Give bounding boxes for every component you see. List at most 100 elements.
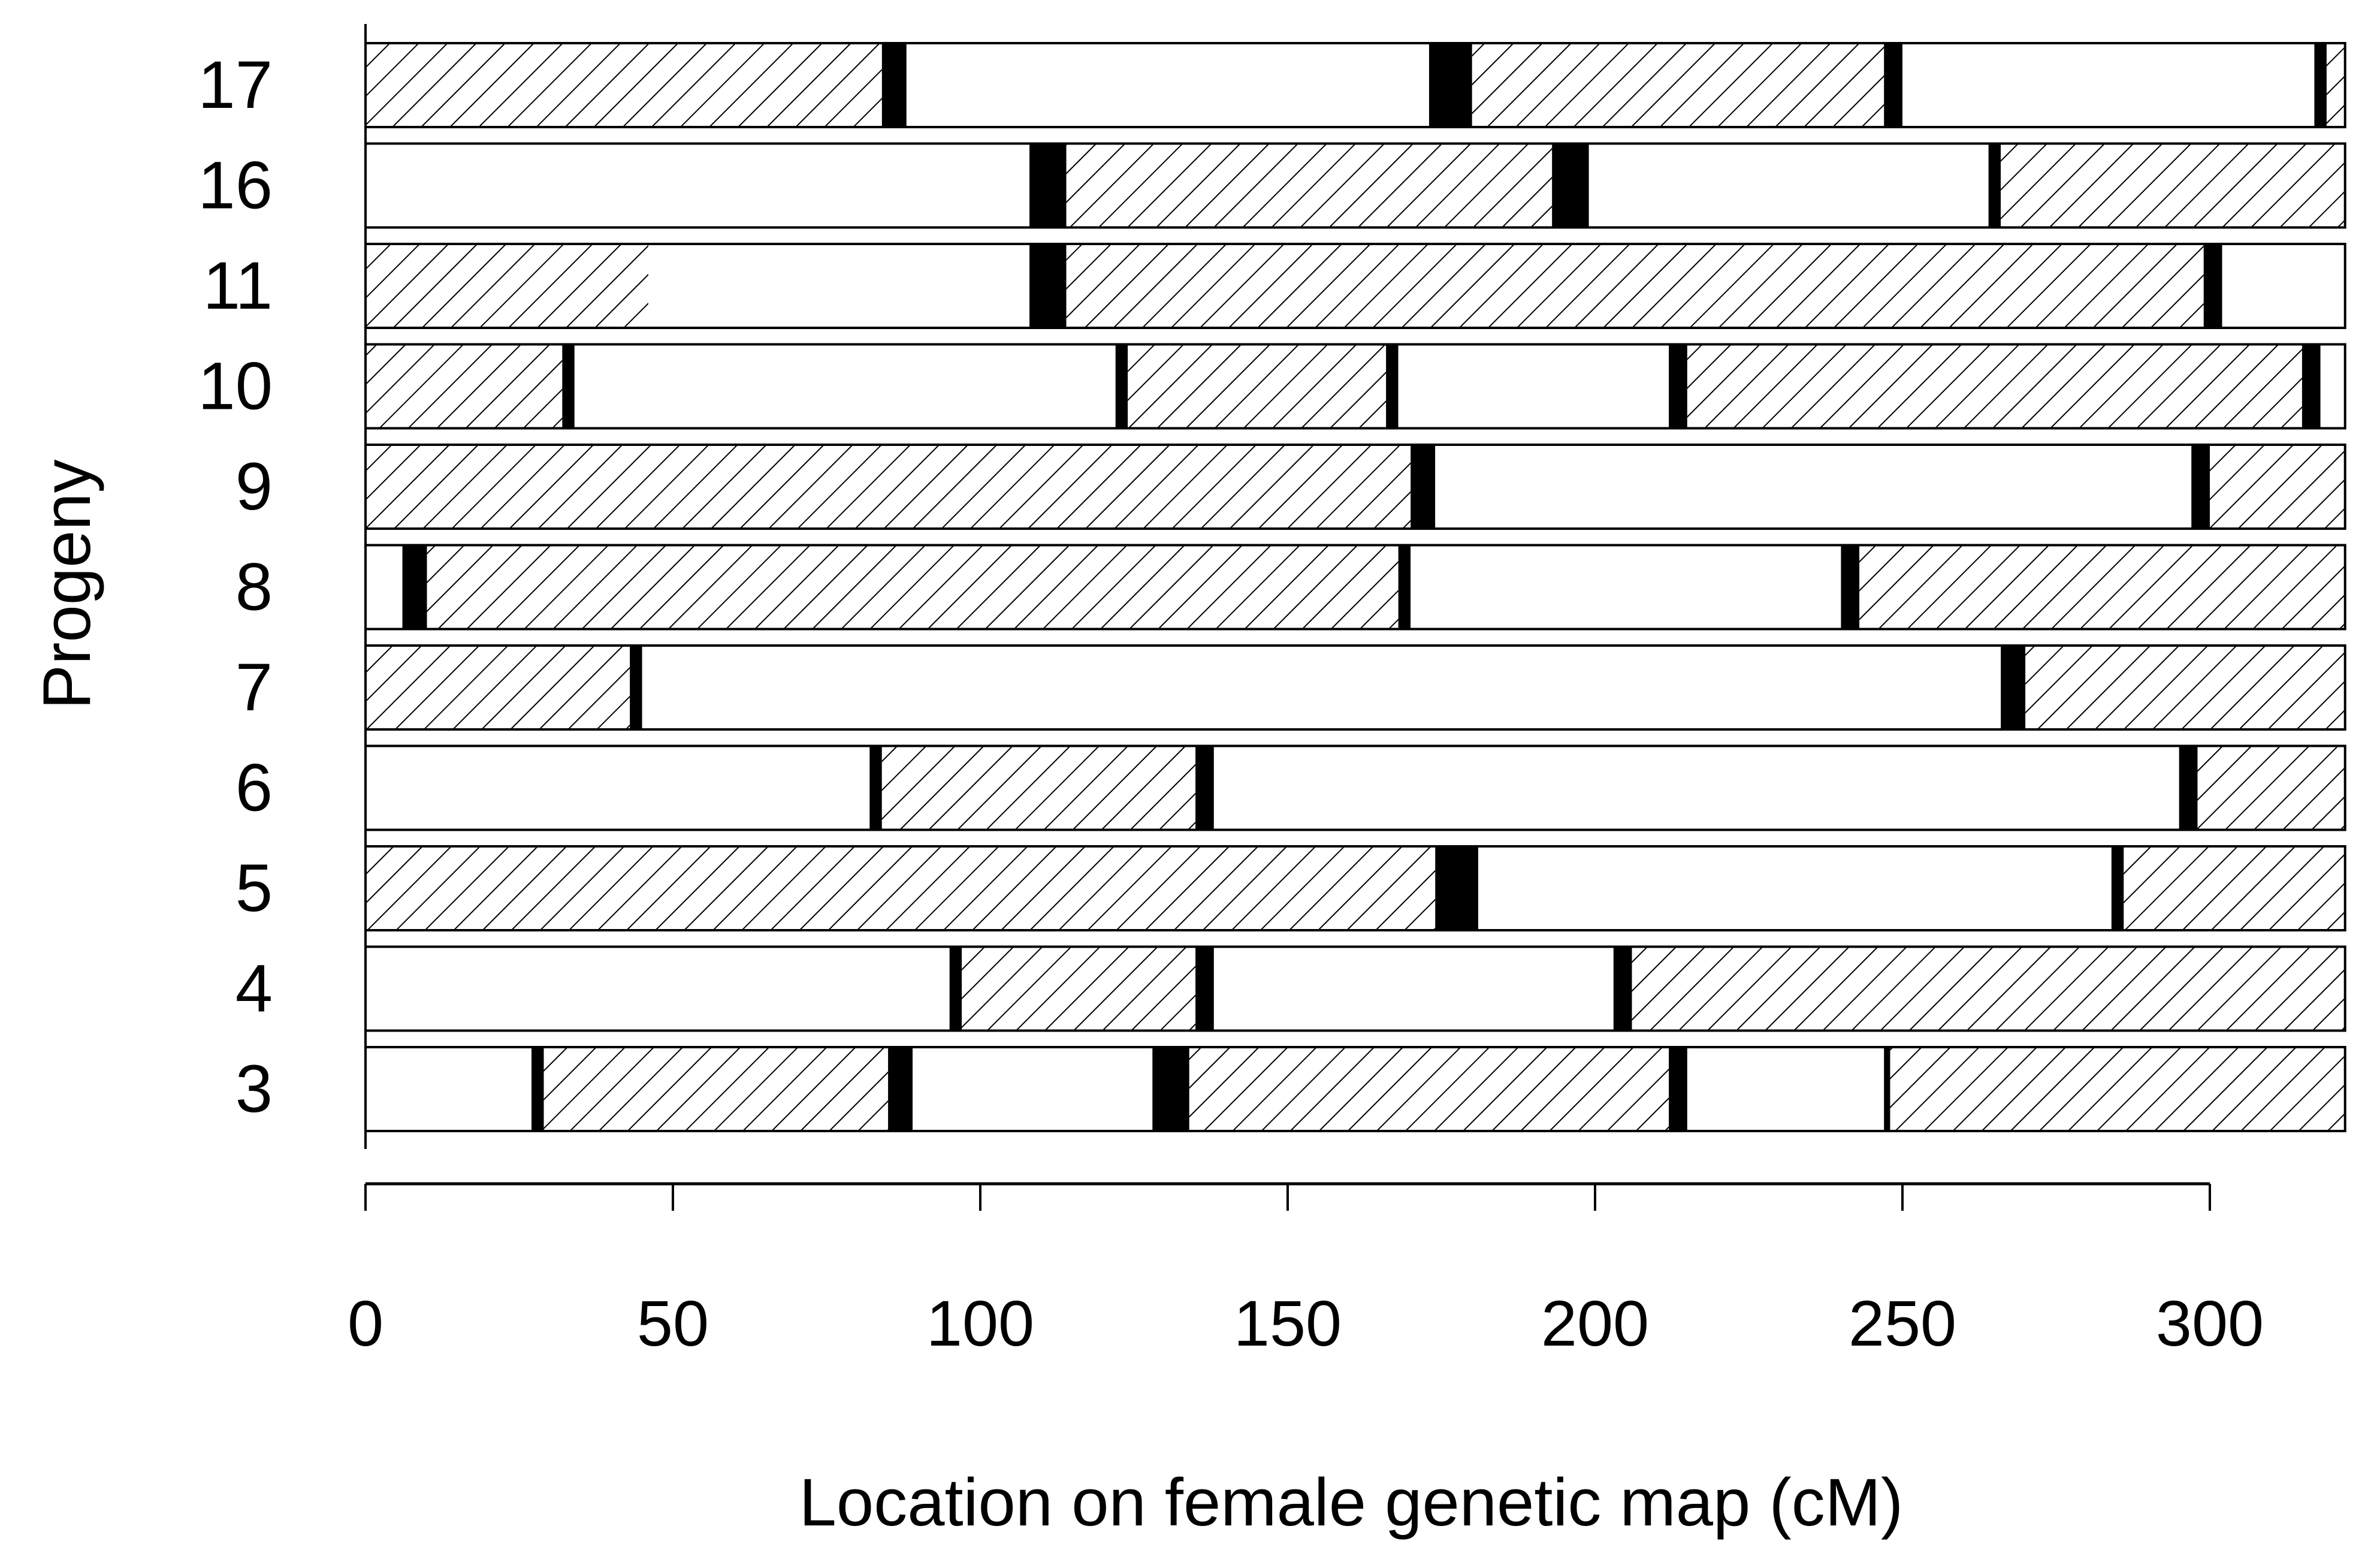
segment-crossover xyxy=(1411,445,1436,529)
segment-hatched xyxy=(1189,1047,1669,1131)
segment-hatched xyxy=(1890,1047,2345,1131)
segment-crossover xyxy=(1195,746,1214,830)
segment-crossover xyxy=(2001,646,2026,729)
segment-crossover xyxy=(1029,244,1067,328)
segment-crossover xyxy=(949,946,962,1031)
segment-hatched xyxy=(1128,344,1387,429)
row-label: 17 xyxy=(198,47,273,122)
segment-open xyxy=(1902,43,2315,127)
row-label: 11 xyxy=(203,248,273,323)
segment-open xyxy=(2222,244,2345,328)
segment-open xyxy=(574,344,1116,429)
segment-crossover xyxy=(402,545,427,629)
progeny-row-4 xyxy=(364,945,2346,1032)
segment-hatched xyxy=(366,344,563,429)
segment-hatched xyxy=(2124,846,2345,930)
x-tick-label: 100 xyxy=(926,1287,1034,1359)
segment-open xyxy=(366,545,403,629)
x-tick-label: 300 xyxy=(2156,1287,2264,1359)
segment-open xyxy=(1588,143,1989,228)
segment-open xyxy=(1398,344,1669,429)
progeny-row-16 xyxy=(364,142,2346,229)
segment-hatched xyxy=(427,545,1399,629)
segment-hatched xyxy=(1472,43,1884,127)
segment-crossover xyxy=(630,646,642,729)
row-label: 3 xyxy=(235,1051,273,1126)
segment-crossover xyxy=(881,43,907,127)
segment-crossover xyxy=(2203,244,2222,328)
segment-crossover xyxy=(1386,344,1399,429)
segment-crossover xyxy=(1988,143,2001,228)
progeny-row-5 xyxy=(364,845,2346,931)
segment-crossover xyxy=(1884,43,1902,127)
segment-open xyxy=(1411,545,1841,629)
segment-hatched xyxy=(366,646,630,729)
segment-crossover xyxy=(1398,545,1411,629)
segment-crossover xyxy=(562,344,575,429)
segment-open xyxy=(1213,746,2179,830)
segment-crossover xyxy=(1884,1047,1890,1131)
segment-hatched xyxy=(2001,143,2345,228)
row-label: 5 xyxy=(235,851,273,925)
progeny-row-10 xyxy=(364,343,2346,430)
progeny-row-8 xyxy=(364,544,2346,631)
segment-hatched xyxy=(1687,344,2302,429)
x-axis-title: Location on female genetic map (cM) xyxy=(799,1465,1904,1540)
chart-bars xyxy=(364,42,2346,1132)
segment-crossover xyxy=(2191,445,2210,529)
progeny-row-9 xyxy=(364,444,2346,530)
segment-hatched xyxy=(962,946,1196,1031)
segment-crossover xyxy=(2314,43,2327,127)
segment-hatched xyxy=(1632,946,2345,1031)
row-label: 8 xyxy=(235,550,273,625)
segment-open xyxy=(1435,445,2192,529)
progeny-row-11 xyxy=(364,243,2346,329)
segment-hatched xyxy=(2197,746,2345,830)
segment-crossover xyxy=(2111,846,2124,930)
segment-open xyxy=(1478,846,2112,930)
segment-open xyxy=(366,946,950,1031)
segment-crossover xyxy=(1613,946,1632,1031)
segment-crossover xyxy=(1669,344,1687,429)
segment-crossover xyxy=(869,746,882,830)
segment-hatched xyxy=(366,244,648,328)
segment-hatched xyxy=(2326,43,2345,127)
x-tick-label: 150 xyxy=(1234,1287,1342,1359)
segment-crossover xyxy=(1152,1047,1189,1131)
row-label: 4 xyxy=(235,951,273,1026)
row-label: 10 xyxy=(198,349,273,424)
segment-open xyxy=(366,143,1030,228)
segment-crossover xyxy=(531,1047,544,1131)
row-labels: 17 16 11 10 9 8 7 6 5 4 3 xyxy=(198,47,273,1126)
segment-crossover xyxy=(1029,143,1067,228)
x-tick-label: 200 xyxy=(1541,1287,1649,1359)
y-axis-title: Progeny xyxy=(29,459,104,709)
x-tick-label: 250 xyxy=(1849,1287,1956,1359)
segment-open xyxy=(366,746,870,830)
segment-crossover xyxy=(1428,43,1472,127)
segment-hatched xyxy=(2210,445,2345,529)
progeny-row-17 xyxy=(364,42,2346,128)
segment-crossover xyxy=(1115,344,1128,429)
segment-open xyxy=(642,646,2001,729)
segment-open xyxy=(906,43,1429,127)
segment-crossover xyxy=(1841,545,1860,629)
segment-hatched xyxy=(366,846,1436,930)
segment-crossover xyxy=(2179,746,2198,830)
segment-open xyxy=(366,1047,532,1131)
segment-hatched xyxy=(366,445,1411,529)
segment-hatched xyxy=(2025,646,2345,729)
segment-open xyxy=(1687,1047,1884,1131)
segment-hatched xyxy=(543,1047,889,1131)
row-label: 16 xyxy=(198,148,273,223)
segment-hatched xyxy=(1066,244,2204,328)
segment-open xyxy=(1213,946,1614,1031)
segment-open xyxy=(913,1047,1153,1131)
segment-crossover xyxy=(2302,344,2321,429)
row-label: 7 xyxy=(235,650,273,725)
segment-open xyxy=(648,244,1030,328)
segment-hatched xyxy=(1859,545,2345,629)
progeny-row-3 xyxy=(364,1046,2346,1132)
x-tick-label: 0 xyxy=(348,1287,383,1359)
